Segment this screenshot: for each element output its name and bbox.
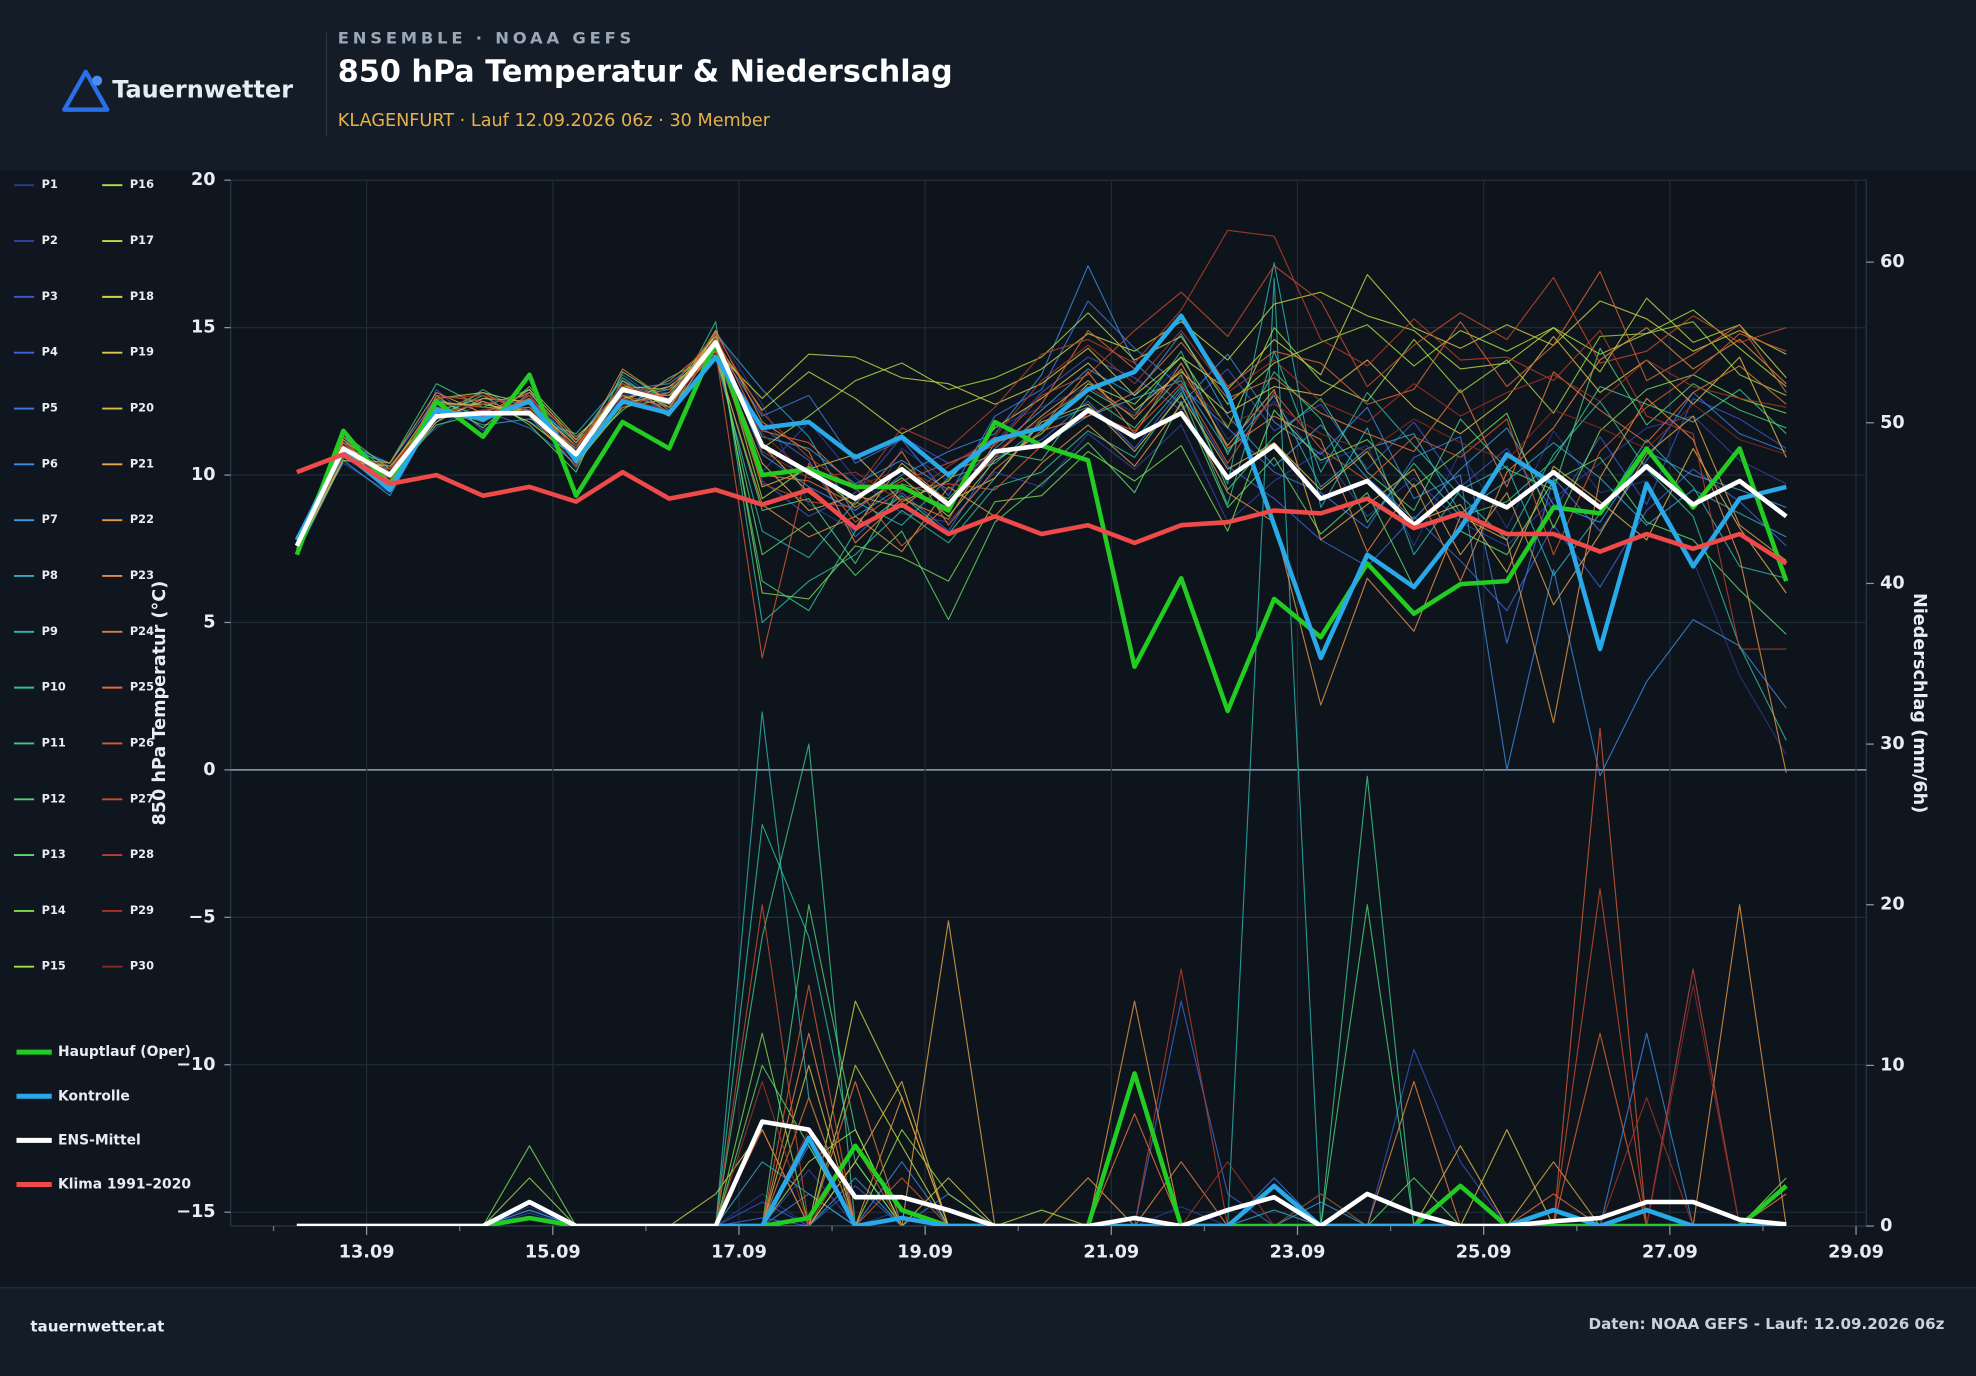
chart-title: 850 hPa Temperatur & Niederschlag	[338, 55, 953, 90]
legend-label: P17	[130, 233, 154, 247]
x-tick-label: 19.09	[897, 1243, 953, 1263]
y-tick-label: 10	[191, 465, 216, 485]
y2-tick-label: 20	[1880, 895, 1905, 915]
legend-label: ENS-Mittel	[58, 1132, 141, 1148]
footer-band	[0, 1287, 1976, 1376]
temperature-line	[296, 350, 1787, 612]
legend-label: P9	[42, 624, 58, 638]
footer-right: Daten: NOAA GEFS - Lauf: 12.09.2026 06z	[1589, 1315, 1945, 1333]
legend-label: P11	[42, 735, 66, 749]
precip-line	[296, 1169, 1787, 1227]
y2-axis-label: Niederschlag (mm/6h)	[1909, 593, 1929, 813]
legend-label: P1	[42, 177, 58, 191]
x-tick-label: 25.09	[1456, 1243, 1512, 1263]
legend-label: P18	[130, 289, 154, 303]
y-axis-label: 850 hPa Temperatur (°C)	[150, 581, 170, 826]
precip-line	[296, 920, 1787, 1227]
y-tick-label: 0	[203, 760, 215, 780]
legend-label: P3	[42, 289, 58, 303]
temperature-line	[296, 262, 1787, 579]
legend-label: P28	[130, 847, 154, 861]
legend-label: P23	[130, 568, 154, 582]
legend-label: P25	[130, 680, 154, 694]
legend-label: P10	[42, 680, 66, 694]
y-tick-label: −15	[176, 1202, 215, 1222]
precip-line	[296, 1064, 1787, 1227]
header-band	[0, 0, 1976, 171]
legend-label: P20	[130, 401, 154, 415]
legend-label: P24	[130, 624, 154, 638]
y2-tick-label: 0	[1880, 1216, 1892, 1236]
legend-label: P12	[42, 791, 66, 805]
x-tick-label: 17.09	[711, 1243, 767, 1263]
precip-line	[296, 1129, 1787, 1227]
legend-label: Klima 1991–2020	[58, 1176, 191, 1192]
legend-label: P27	[130, 791, 154, 805]
y-tick-label: −10	[176, 1055, 215, 1075]
legend-label: P13	[42, 847, 66, 861]
y2-tick-label: 10	[1880, 1055, 1905, 1075]
legend-label: P22	[130, 512, 154, 526]
precip-line	[296, 1177, 1787, 1227]
legend-label: P5	[42, 401, 58, 415]
precip-line	[296, 968, 1787, 1227]
x-tick-label: 29.09	[1828, 1243, 1884, 1263]
x-tick-label: 23.09	[1270, 1243, 1326, 1263]
chart-subtitle: KLAGENFURT · Lauf 12.09.2026 06z · 30 Me…	[338, 111, 771, 131]
logo-icon	[62, 69, 110, 112]
precip-line	[296, 1119, 1787, 1227]
legend-label: P2	[42, 233, 58, 247]
legend-label: Kontrolle	[58, 1088, 130, 1104]
legend-label: P8	[42, 568, 58, 582]
precip-line	[296, 1096, 1787, 1227]
y-tick-label: 15	[191, 318, 216, 338]
legend-label: P29	[130, 903, 154, 917]
x-tick-label: 27.09	[1642, 1243, 1698, 1263]
y2-tick-label: 40	[1880, 573, 1905, 593]
legend-label: P16	[130, 177, 154, 191]
y2-tick-label: 50	[1880, 413, 1905, 433]
legend-label: P15	[42, 959, 66, 973]
y-tick-label: 5	[203, 612, 215, 632]
logo-dot	[92, 75, 103, 86]
chart-supertitle: ENSEMBLE · NOAA GEFS	[338, 29, 635, 48]
precip-line	[296, 1071, 1788, 1227]
x-tick-label: 13.09	[339, 1243, 395, 1263]
y2-tick-label: 60	[1880, 252, 1905, 272]
temperature-line	[294, 313, 1787, 661]
series-layer	[294, 229, 1789, 1227]
legend-label: P21	[130, 456, 154, 470]
temperature-line	[296, 332, 1787, 549]
x-tick-label: 15.09	[525, 1243, 581, 1263]
precip-line	[296, 1080, 1787, 1227]
y-tick-label: −5	[189, 907, 216, 927]
legend-label: P4	[42, 345, 58, 359]
legend-label: P7	[42, 512, 58, 526]
y2-tick-label: 30	[1880, 734, 1905, 754]
legend-label: P14	[42, 903, 66, 917]
temperature-line	[296, 452, 1788, 566]
temperature-line	[296, 344, 1787, 635]
x-tick-label: 21.09	[1083, 1243, 1139, 1263]
temperature-line	[296, 274, 1787, 547]
precip-line	[296, 1032, 1787, 1227]
y-tick-label: 20	[191, 170, 216, 190]
legend-label: P6	[42, 456, 58, 470]
legend-label: P19	[130, 345, 154, 359]
footer-left: tauernwetter.at	[30, 1317, 164, 1335]
legend-label: P26	[130, 735, 154, 749]
legend-label: P30	[130, 959, 154, 973]
temperature-line	[296, 329, 1787, 600]
temperature-line	[294, 340, 1788, 547]
legend-label: Hauptlauf (Oper)	[58, 1044, 191, 1060]
plot-area	[230, 179, 1867, 1227]
brand: Tauernwetter	[112, 76, 293, 104]
